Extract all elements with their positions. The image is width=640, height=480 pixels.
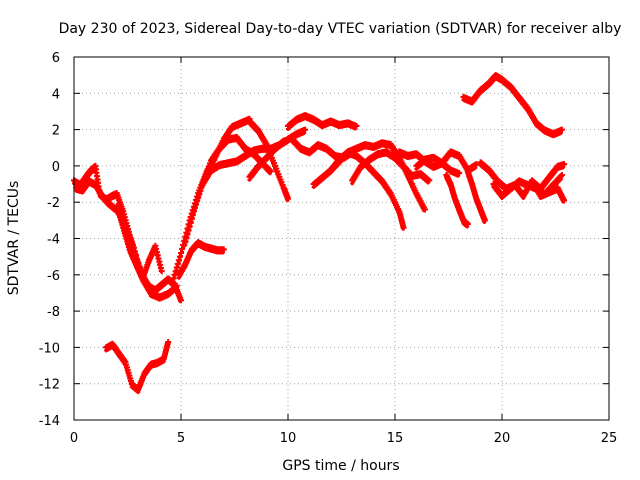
data-point-sat-h <box>302 126 309 133</box>
y-axis-label: SDTVAR / TECUs <box>6 181 22 296</box>
data-point-sat-g <box>189 219 194 224</box>
data-point-sat-g <box>186 231 191 236</box>
data-point-sat-g <box>183 243 188 248</box>
data-point-sat-u <box>558 171 565 178</box>
data-point-sat-e <box>179 254 183 259</box>
data-point-sat-c <box>165 338 172 345</box>
data-point-sat-p <box>473 161 480 168</box>
data-point-sat-s <box>558 131 563 136</box>
y-tick-label: -10 <box>39 341 60 356</box>
y-tick-label: 4 <box>52 87 60 102</box>
x-tick-label: 15 <box>387 431 404 446</box>
data-point-sat-o <box>426 177 433 184</box>
data-point-sat-e <box>174 268 179 273</box>
x-tick-label: 5 <box>177 431 185 446</box>
y-tick-label: -8 <box>47 305 60 320</box>
y-tick-label: -4 <box>47 233 60 248</box>
data-point-sat-v <box>561 161 568 168</box>
chart-title: Day 230 of 2023, Sidereal Day-to-day VTE… <box>59 21 622 37</box>
axis-ticks: 0 5 10 15 20 25 -14 -12 -10 -8 -6 -4 -2 0 2 4 6 <box>39 51 618 446</box>
data-point-sat-s <box>558 126 565 133</box>
y-tick-label: -2 <box>47 196 60 211</box>
x-tick-label: 20 <box>494 431 511 446</box>
data-point-sat-g <box>195 202 200 207</box>
y-tick-label: 2 <box>52 124 60 139</box>
data-point-sat-m <box>400 224 407 231</box>
data-point-sat-l <box>280 137 287 144</box>
data-point-sat-b <box>173 282 180 289</box>
data-point-sat-u <box>558 177 563 182</box>
data-point-sat-i <box>285 195 291 202</box>
data-point-sat-g <box>198 191 203 196</box>
data-point-sat-w <box>456 170 463 177</box>
data-point-sat-e <box>177 257 182 262</box>
data-point-sat-g <box>196 198 201 203</box>
data-point-sat-g <box>190 216 195 221</box>
grid-lines <box>74 57 609 420</box>
data-point-sat-e <box>170 283 175 288</box>
data-point-sat-h <box>302 131 307 136</box>
data-point-sat-d <box>158 268 165 275</box>
data-point-sat-g <box>187 227 192 232</box>
data-point-sat-e <box>171 279 176 284</box>
data-point-sat-e <box>176 261 181 266</box>
data-point-sat-g <box>199 188 204 193</box>
y-tick-label: -14 <box>39 414 60 429</box>
data-point-sat-g <box>184 239 189 244</box>
data-point-sat-r <box>481 217 488 224</box>
data-point-sat-g <box>267 168 274 175</box>
data-point-sat-g <box>188 223 193 228</box>
data-point-sat-b <box>173 287 178 292</box>
x-tick-label: 10 <box>280 431 297 446</box>
data-point-sat-t <box>561 197 568 204</box>
data-point-sat-e <box>172 275 177 280</box>
data-point-sat-c <box>165 344 170 349</box>
data-points <box>71 72 568 395</box>
data-point-sat-n <box>421 206 428 213</box>
data-point-sat-g <box>191 212 196 217</box>
y-tick-label: -12 <box>39 378 60 393</box>
data-point-sat-e <box>180 249 185 254</box>
data-point-sat-a <box>178 297 184 304</box>
x-axis-label: GPS time / hours <box>282 458 399 474</box>
data-point-sat-g <box>192 208 197 213</box>
data-point-sat-g <box>197 195 202 200</box>
x-tick-label: 0 <box>70 431 78 446</box>
data-point-sat-g <box>185 235 190 240</box>
data-point-sat-f <box>220 246 227 253</box>
data-point-sat-l <box>280 142 285 147</box>
data-point-sat-q <box>464 220 471 227</box>
data-point-sat-e <box>181 245 186 250</box>
data-point-sat-j <box>353 122 360 129</box>
data-point-sat-g <box>193 205 198 210</box>
data-point-sat-p <box>473 165 478 170</box>
y-tick-label: 0 <box>52 160 60 175</box>
x-tick-label: 25 <box>601 431 618 446</box>
y-tick-label: -6 <box>47 269 60 284</box>
data-point-sat-e <box>175 264 180 269</box>
y-tick-label: 6 <box>52 51 60 66</box>
